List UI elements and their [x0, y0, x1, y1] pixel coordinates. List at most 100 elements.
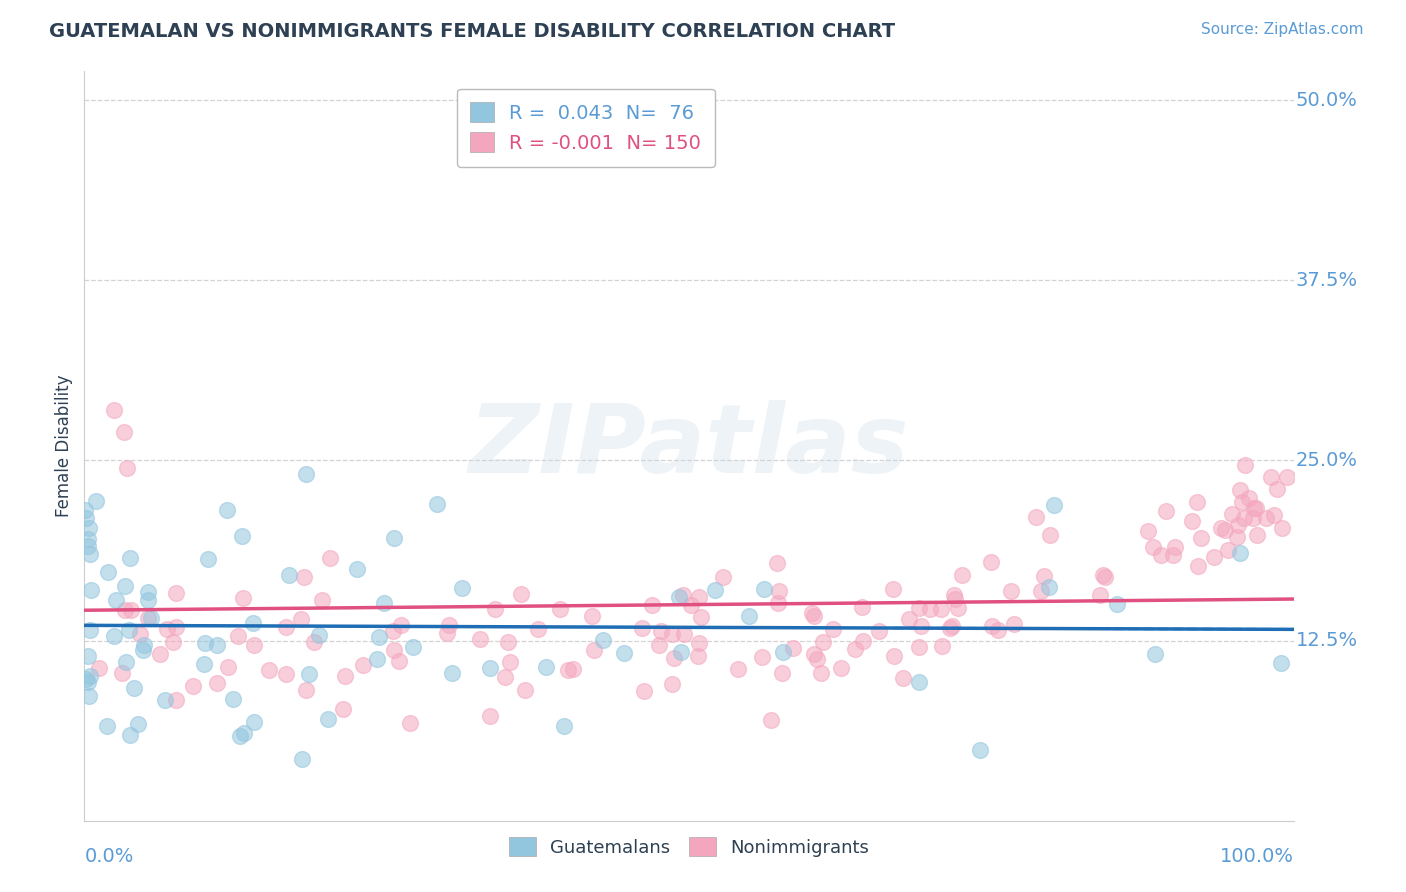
Point — [851, 599, 873, 614]
Point — [647, 638, 669, 652]
Point — [274, 620, 297, 634]
Point — [772, 644, 794, 658]
Point — [111, 665, 134, 680]
Point — [479, 661, 502, 675]
Point — [1094, 570, 1116, 584]
Point — [115, 655, 138, 669]
Point — [641, 599, 664, 613]
Point — [1038, 580, 1060, 594]
Point — [1220, 508, 1243, 522]
Point — [1271, 521, 1294, 535]
Point — [1230, 494, 1253, 508]
Point — [1164, 541, 1187, 555]
Point — [165, 693, 187, 707]
Point — [650, 624, 672, 638]
Point — [1260, 470, 1282, 484]
Point — [165, 620, 187, 634]
Point — [686, 649, 709, 664]
Point — [844, 642, 866, 657]
Point — [77, 521, 100, 535]
Point — [1025, 510, 1047, 524]
Text: Source: ZipAtlas.com: Source: ZipAtlas.com — [1201, 22, 1364, 37]
Point — [318, 551, 340, 566]
Point — [1181, 514, 1204, 528]
Point — [1265, 482, 1288, 496]
Point — [908, 675, 931, 690]
Point — [499, 655, 522, 669]
Point — [510, 587, 533, 601]
Point — [1270, 656, 1292, 670]
Point — [127, 717, 149, 731]
Point — [295, 683, 318, 698]
Point — [352, 657, 374, 672]
Point — [929, 602, 952, 616]
Point — [727, 662, 749, 676]
Point — [77, 539, 100, 553]
Point — [981, 619, 1004, 633]
Point — [155, 692, 177, 706]
Point — [134, 638, 156, 652]
Point — [162, 635, 184, 649]
Point — [77, 690, 100, 704]
Point — [557, 663, 579, 677]
Text: 25.0%: 25.0% — [1296, 451, 1358, 470]
Point — [1254, 510, 1277, 524]
Point — [1088, 588, 1111, 602]
Point — [229, 729, 252, 743]
Point — [526, 622, 548, 636]
Point — [910, 619, 932, 633]
Point — [292, 569, 315, 583]
Point — [205, 638, 228, 652]
Point — [1243, 501, 1265, 516]
Point — [87, 661, 110, 675]
Point — [104, 593, 127, 607]
Point — [1161, 548, 1184, 562]
Point — [1002, 617, 1025, 632]
Point — [1187, 494, 1209, 508]
Point — [232, 726, 254, 740]
Point — [450, 581, 472, 595]
Point — [630, 621, 652, 635]
Point — [468, 632, 491, 647]
Point — [1000, 583, 1022, 598]
Point — [782, 640, 804, 655]
Point — [688, 590, 710, 604]
Point — [232, 591, 254, 606]
Y-axis label: Female Disability: Female Disability — [55, 375, 73, 517]
Point — [1154, 503, 1177, 517]
Point — [942, 588, 965, 602]
Point — [149, 647, 172, 661]
Point — [1209, 521, 1232, 535]
Point — [346, 562, 368, 576]
Point — [257, 664, 280, 678]
Point — [373, 596, 395, 610]
Point — [368, 630, 391, 644]
Point — [1150, 549, 1173, 563]
Point — [1241, 511, 1264, 525]
Point — [738, 609, 761, 624]
Point — [1142, 540, 1164, 554]
Point — [751, 650, 773, 665]
Point — [291, 752, 314, 766]
Point — [661, 677, 683, 691]
Text: 50.0%: 50.0% — [1296, 91, 1358, 110]
Point — [969, 743, 991, 757]
Point — [136, 592, 159, 607]
Point — [332, 702, 354, 716]
Point — [1136, 524, 1159, 538]
Point — [316, 712, 339, 726]
Point — [1039, 528, 1062, 542]
Point — [124, 681, 146, 695]
Point — [139, 611, 162, 625]
Point — [1233, 511, 1256, 525]
Point — [1225, 529, 1247, 543]
Point — [436, 625, 458, 640]
Point — [711, 570, 734, 584]
Point — [672, 627, 695, 641]
Point — [298, 666, 321, 681]
Point — [1233, 458, 1256, 473]
Point — [295, 467, 318, 481]
Point — [882, 582, 904, 596]
Point — [752, 582, 775, 596]
Point — [302, 635, 325, 649]
